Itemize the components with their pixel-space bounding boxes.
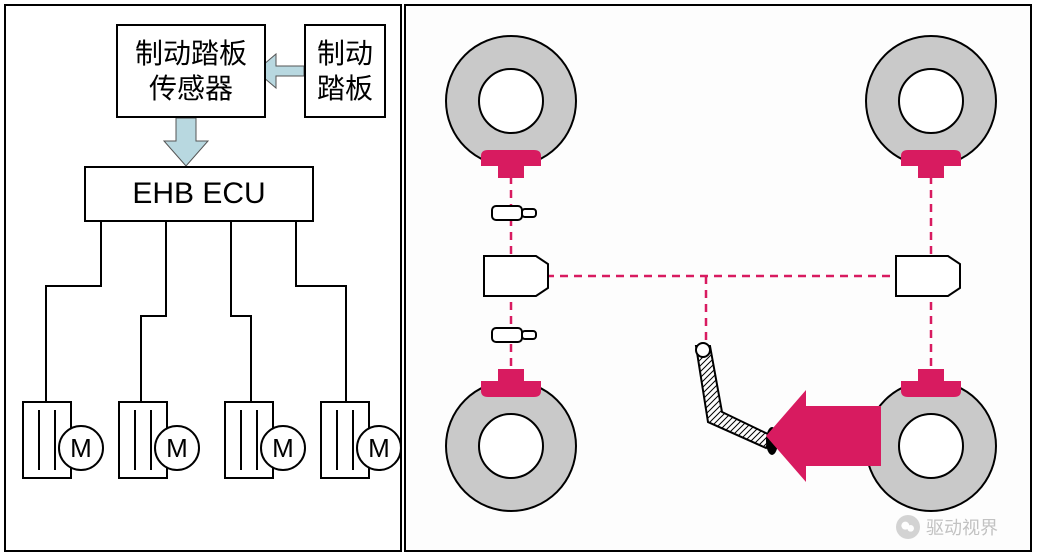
calipers-group	[481, 150, 961, 397]
wechat-icon	[896, 515, 920, 539]
wheel-bl	[446, 381, 576, 511]
watermark: 驱动视界	[896, 514, 998, 540]
cylinder-left	[484, 256, 548, 296]
ecu-motor-lines	[46, 221, 346, 401]
motor-unit-1: M	[22, 401, 72, 479]
cylinder-right	[896, 256, 960, 296]
ecu-box: EHB ECU	[84, 166, 314, 222]
pedal-box: 制动 踏板	[304, 24, 386, 118]
wheel-tl	[446, 36, 576, 166]
motor-m-label-3: M	[260, 425, 306, 471]
motor-unit-3: M	[224, 401, 274, 479]
watermark-text: 驱动视界	[926, 514, 998, 540]
motor-m-label-4: M	[356, 425, 402, 471]
dashed-links	[511, 176, 931, 374]
motor-unit-2: M	[118, 401, 168, 479]
force-arrow	[766, 390, 881, 482]
brake-pedal-lever	[696, 343, 778, 455]
sensor-box: 制动踏板 传感器	[116, 24, 266, 118]
right-diagram-panel	[404, 4, 1032, 552]
wheel-tr	[866, 36, 996, 166]
motor-m-label-2: M	[154, 425, 200, 471]
motor-m-label-1: M	[58, 425, 104, 471]
wheel-br	[866, 381, 996, 511]
right-svg	[406, 6, 1034, 554]
left-diagram-panel: 制动踏板 传感器 制动 踏板 EHB ECU M M M M	[4, 4, 402, 552]
motor-unit-4: M	[320, 401, 370, 479]
arrow-sensor-to-ecu	[164, 118, 208, 166]
